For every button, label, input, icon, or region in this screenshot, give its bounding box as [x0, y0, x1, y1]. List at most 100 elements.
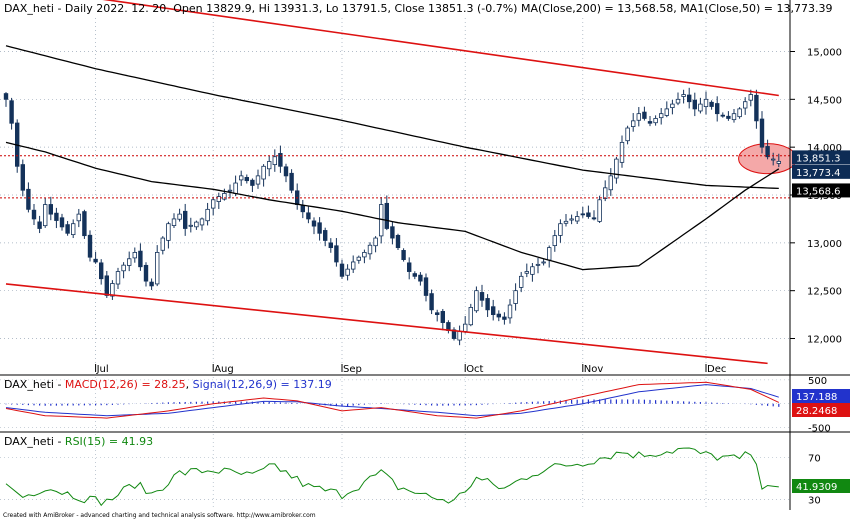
rsi-grid — [0, 434, 790, 508]
candle-body — [743, 101, 748, 109]
ma200-line — [5, 45, 779, 190]
candle-body — [513, 290, 518, 304]
price-value-tag-bg — [792, 183, 850, 198]
candle-body — [9, 100, 14, 124]
candle-body — [418, 274, 423, 282]
candle-body — [636, 113, 641, 121]
candle-body — [715, 103, 720, 115]
price-value-tags: 13,851.3 13,773.4 13,568.6 — [792, 150, 850, 198]
candle-body — [356, 256, 361, 261]
candle-body — [485, 298, 490, 311]
macd-title-signal: Signal(12,26,9) = 137.19 — [193, 378, 332, 391]
candle-body — [507, 304, 513, 319]
y-tick-label: 13,000 — [807, 239, 842, 250]
channel-lower-line — [5, 283, 768, 365]
candle-body — [748, 94, 753, 101]
candle-body — [614, 158, 619, 179]
candle-body — [37, 221, 42, 229]
rsi-pane[interactable]: 70 30 41.9309 DAX_heti - RSI(15) = 41.93 — [0, 434, 850, 508]
macd-line — [5, 381, 780, 419]
macd-title-macd: MACD(12,26) = 28.25 — [65, 378, 186, 391]
y-tick-label: 14,000 — [807, 143, 842, 154]
candle-body — [250, 179, 255, 186]
candle-body — [317, 222, 322, 234]
candle-body — [451, 329, 457, 339]
candle-body — [776, 160, 781, 164]
candle-body — [384, 202, 389, 229]
y-tick-label: 14,500 — [807, 95, 842, 106]
candle-body — [468, 307, 473, 326]
candle-body — [591, 217, 597, 220]
price-value-tag: 13,851.3 — [796, 153, 841, 164]
candle-body — [244, 177, 249, 182]
candle-body — [670, 103, 675, 109]
macd-pane[interactable]: 500 -500 137.188 28.2468 DAX_heti - MACD(1… — [0, 376, 850, 435]
candle-body — [272, 156, 277, 166]
candle-body — [647, 121, 653, 124]
candle-body — [759, 118, 765, 148]
candle-body — [754, 94, 759, 122]
candle-body — [687, 94, 692, 103]
macd-title-prefix: DAX_heti - — [4, 378, 65, 391]
candle-body — [93, 258, 98, 263]
candle-body — [625, 127, 630, 142]
candle-body — [423, 277, 429, 296]
macd-lines — [5, 381, 780, 419]
y-tick-label: 12,500 — [807, 287, 842, 298]
candle-body — [502, 316, 507, 320]
candle-body — [222, 193, 227, 200]
candle-body — [3, 93, 9, 100]
rsi-line — [5, 447, 779, 507]
candle-body — [675, 98, 681, 104]
candle-body — [575, 216, 580, 222]
candle-body — [709, 101, 714, 107]
candle-body — [283, 166, 289, 177]
candle-body — [395, 234, 401, 249]
price-candles[interactable] — [3, 87, 781, 346]
candle-body — [547, 247, 552, 261]
macd-value-tag-bg — [792, 403, 850, 417]
price-pane[interactable]: Jul Aug Sep Oct Nov Dec 12,000 12,500 13,000 13,… — [0, 0, 850, 375]
candle-body — [597, 199, 602, 222]
candle-body — [362, 252, 367, 258]
x-tick-label: Dec — [707, 364, 726, 375]
macd-grid — [0, 377, 790, 430]
macd-signal-tag: 137.188 — [796, 392, 837, 403]
candle-body — [440, 311, 445, 323]
candle-body — [328, 242, 333, 249]
candle-body — [227, 189, 233, 192]
candle-body — [339, 263, 345, 277]
candle-body — [642, 111, 647, 119]
candle-body — [631, 120, 636, 127]
footer-credit: Created with AmiBroker - advanced charti… — [3, 512, 316, 519]
candle-body — [99, 262, 104, 280]
candle-body — [87, 234, 93, 258]
x-tick-label: Aug — [214, 364, 234, 375]
candle-body — [182, 210, 188, 229]
candle-body — [462, 323, 468, 332]
candle-body — [261, 165, 266, 180]
candle-body — [519, 275, 524, 288]
candle-body — [311, 220, 317, 227]
rsi-y-tick-label: 70 — [808, 453, 821, 464]
candle-body — [552, 235, 557, 247]
candle-body — [143, 264, 149, 282]
candle-body — [54, 212, 59, 221]
rsi-title: DAX_heti - RSI(15) = 41.93 — [4, 435, 153, 448]
price-value-tag: 13,773.4 — [796, 168, 841, 179]
candle-body — [524, 271, 529, 274]
candle-body — [563, 220, 569, 224]
macd-y-axis: 500 -500 — [808, 376, 831, 435]
rsi-line-path — [5, 447, 779, 507]
candle-body — [210, 199, 216, 209]
candle-body — [48, 204, 53, 215]
candle-body — [703, 98, 709, 108]
x-tick-label: Oct — [466, 364, 483, 375]
candle-body — [474, 290, 479, 312]
y-tick-label: 12,000 — [807, 335, 842, 346]
candle-body — [771, 158, 776, 161]
candle-body — [121, 264, 126, 272]
candle-body — [278, 153, 283, 167]
